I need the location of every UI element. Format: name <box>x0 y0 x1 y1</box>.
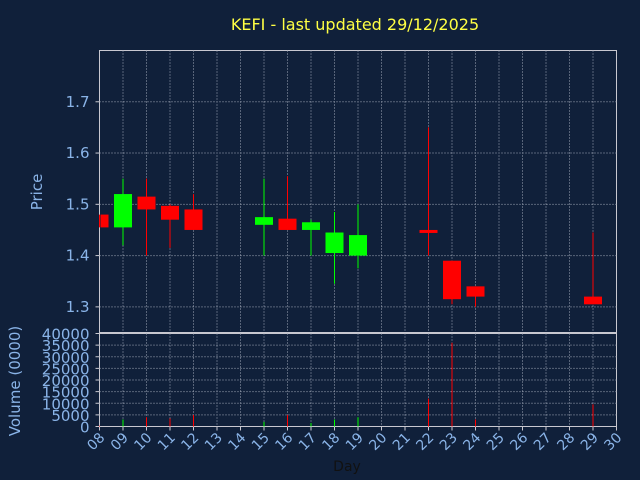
x-tick-label: 27 <box>531 430 555 454</box>
chart-title: KEFI - last updated 29/12/2025 <box>231 15 479 34</box>
candle-body <box>325 232 344 254</box>
x-tick-label: 24 <box>460 430 484 454</box>
candle-body <box>443 260 461 300</box>
candle-body <box>184 209 203 230</box>
candle-body <box>302 222 320 230</box>
price-grid <box>99 50 617 333</box>
volume-tick-label: 5000 <box>51 407 89 425</box>
x-tick-label: 15 <box>249 430 273 454</box>
candle-body <box>137 196 156 210</box>
price-tick-label: 1.4 <box>66 247 90 265</box>
volume-tick-label: 40000 <box>42 326 90 344</box>
candle-body <box>161 205 179 220</box>
price-tick-label: 1.6 <box>66 144 90 162</box>
x-tick-label: 10 <box>131 430 155 454</box>
volume-tick-label: 10000 <box>42 395 90 413</box>
x-tick-label: 28 <box>554 430 578 454</box>
candle-body <box>255 217 273 225</box>
volume-axis-label: Volume (0000) <box>6 326 24 436</box>
candles <box>99 127 602 307</box>
volume-bars <box>99 342 594 427</box>
candle-body <box>419 229 438 233</box>
price-y-ticks: 1.3 1.4 1.5 1.6 1.7 <box>66 93 100 316</box>
candle-body <box>466 286 485 297</box>
volume-tick-label: 35000 <box>42 337 90 355</box>
x-ticks: 08 09 10 11 12 13 14 15 16 17 18 19 20 21 22 23 24 25 26 27… <box>84 426 625 454</box>
volume-tick-label: 0 <box>80 419 90 437</box>
x-tick-label: 16 <box>272 430 296 454</box>
volume-grid <box>99 333 617 427</box>
candle-body <box>114 194 132 228</box>
candle-body <box>584 296 602 305</box>
x-tick-label: 13 <box>202 430 226 454</box>
x-tick-label: 21 <box>390 430 414 454</box>
volume-tick-label: 20000 <box>42 372 90 390</box>
x-tick-label: 17 <box>296 430 320 454</box>
x-axis-label: Day <box>333 459 361 475</box>
x-tick-label: 20 <box>366 430 390 454</box>
price-tick-label: 1.5 <box>66 195 90 213</box>
price-tick-label: 1.7 <box>66 93 90 111</box>
x-tick-label: 29 <box>578 430 602 454</box>
volume-tick-label: 25000 <box>42 360 90 378</box>
candle-body <box>349 235 367 256</box>
x-tick-label: 12 <box>178 430 202 454</box>
x-tick-label: 30 <box>601 430 625 454</box>
x-tick-label: 11 <box>155 430 179 454</box>
x-tick-label: 23 <box>437 430 461 454</box>
volume-tick-label: 30000 <box>42 349 90 367</box>
x-tick-label: 25 <box>484 430 508 454</box>
candle-body <box>100 214 109 228</box>
x-tick-label: 22 <box>413 430 437 454</box>
x-tick-label: 14 <box>225 430 249 454</box>
price-tick-label: 1.3 <box>66 298 90 316</box>
x-tick-label: 26 <box>507 430 531 454</box>
volume-tick-label: 15000 <box>42 384 90 402</box>
x-tick-label: 19 <box>343 430 367 454</box>
x-tick-label: 09 <box>108 430 132 454</box>
price-axis-label: Price <box>28 174 46 211</box>
x-tick-label: 18 <box>319 430 343 454</box>
candle-body <box>278 218 297 230</box>
